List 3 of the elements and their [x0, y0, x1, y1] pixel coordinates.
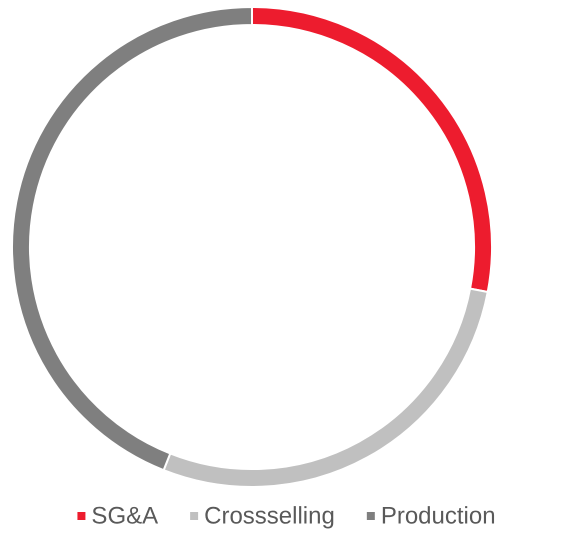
- legend-label: Production: [380, 502, 496, 530]
- legend-label: Crossselling: [204, 502, 335, 530]
- legend-label: SG&A: [91, 502, 158, 530]
